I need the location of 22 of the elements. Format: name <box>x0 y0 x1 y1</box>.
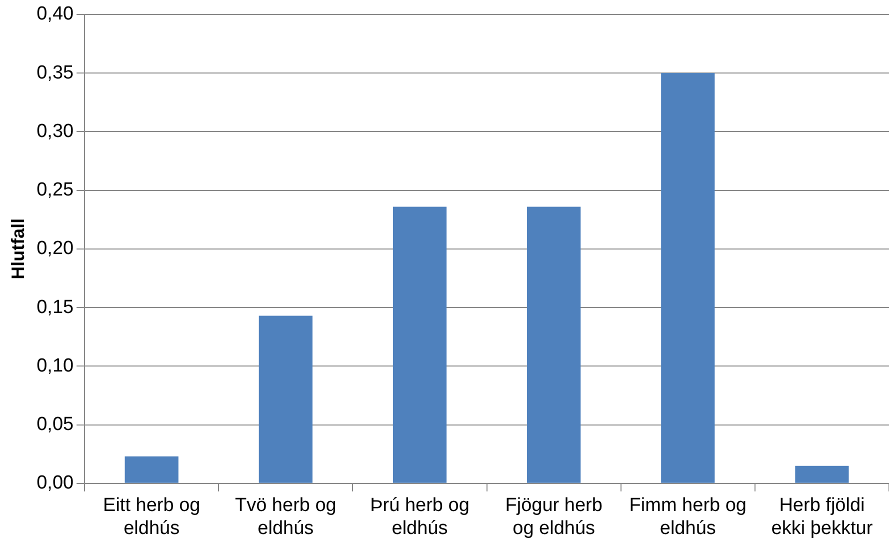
y-tick-label: 0,05 <box>36 414 74 436</box>
bar <box>527 206 581 483</box>
y-tick-label: 0,20 <box>36 238 74 260</box>
x-tick-label: Þrú herb og eldhús <box>370 495 470 539</box>
y-tick-label: 0,10 <box>36 355 74 376</box>
y-tick-label: 0,15 <box>36 296 74 318</box>
bar <box>661 73 715 483</box>
y-tick-label: 0,25 <box>36 180 74 201</box>
x-tick-label: Tvö herb og eldhús <box>234 495 336 539</box>
x-tick-label: Fjögur herb og eldhús <box>505 495 602 539</box>
y-tick-label: 0,00 <box>36 472 74 494</box>
bar <box>124 456 178 483</box>
x-tick-label: Eitt herb og eldhús <box>103 495 200 539</box>
bar <box>258 316 312 483</box>
y-tick-label: 0,40 <box>36 4 74 25</box>
y-tick-label: 0,30 <box>36 120 74 142</box>
y-tick-label: 0,35 <box>36 62 74 84</box>
bar <box>795 466 849 483</box>
bar <box>392 206 447 483</box>
y-axis-title: Hlutfall <box>8 218 28 280</box>
x-tick-label: Fimm herb og eldhús <box>629 495 746 539</box>
x-tick-label: Herb fjöldi ekki þekktur <box>771 495 874 539</box>
